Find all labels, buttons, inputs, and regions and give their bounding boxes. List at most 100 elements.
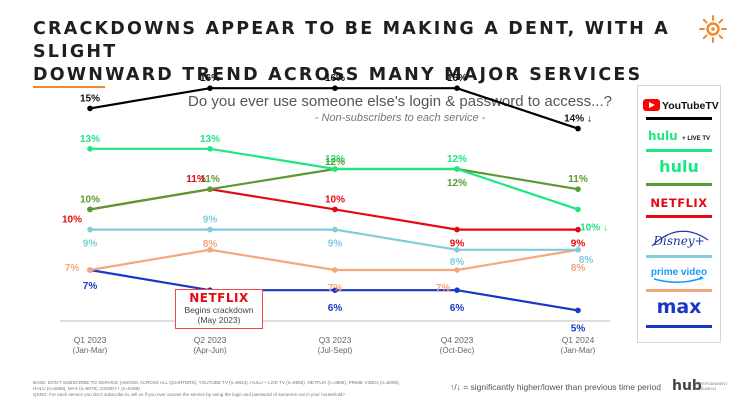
footnote: BASE: DON'T SUBSCRIBE TO SERVICE (AMONG … xyxy=(33,380,453,398)
headline-line-1: CRACKDOWNS APPEAR TO BE MAKING A DENT, W… xyxy=(33,19,670,62)
annotation-line-1: Begins crackdown xyxy=(184,305,254,315)
data-label-max: 5% xyxy=(571,323,586,334)
data-label-netflix: 9% xyxy=(571,239,586,250)
footnote-line-3: QSNG: For each service you don't subscri… xyxy=(33,392,345,397)
data-label-hulu: 10% xyxy=(80,194,100,205)
data-point-hulu_live xyxy=(87,146,93,152)
hub-logo-subtitle: ENTERTAINMENT RESEARCH xyxy=(694,381,728,391)
data-point-youtubetv xyxy=(575,125,581,132)
data-label-max: 7% xyxy=(83,281,98,292)
data-label-prime: 7% xyxy=(65,263,80,274)
x-tick-sublabel: (Jul-Sept) xyxy=(318,346,353,355)
data-label-disney: 8% xyxy=(450,257,465,268)
data-label-youtubetv: 14% ↓ xyxy=(564,114,592,125)
netflix-annotation-logo: NETFLIX xyxy=(189,291,249,305)
youtube-play-icon: YouTubeTV xyxy=(643,99,719,112)
data-point-disney xyxy=(575,247,581,253)
data-label-disney: 9% xyxy=(83,239,98,250)
data-point-max xyxy=(332,287,338,294)
x-tick-label: Q4 2023 xyxy=(441,335,474,345)
data-label-hulu: 11% xyxy=(200,174,220,185)
data-label-hulu: 11% xyxy=(568,174,588,185)
data-point-youtubetv xyxy=(454,85,460,91)
legend-netflix-label: NETFLIX xyxy=(650,196,708,210)
data-label-disney: 8% xyxy=(579,255,594,266)
hub-sub-line-1: ENTERTAINMENT xyxy=(694,381,728,386)
data-label-hulu_live: 13% xyxy=(80,134,100,145)
data-label-disney: 9% xyxy=(328,239,343,250)
hub-sub-line-2: RESEARCH xyxy=(694,386,717,391)
data-point-hulu_live xyxy=(454,166,460,172)
legend-disney-label: Disney+ xyxy=(652,234,704,248)
data-label-youtubetv: 16% xyxy=(200,73,220,84)
annotation-line-2: (May 2023) xyxy=(197,315,241,325)
legend-max-label: max xyxy=(656,296,702,318)
data-point-prime xyxy=(207,247,213,253)
data-label-netflix: 10% xyxy=(325,194,345,205)
data-label-hulu: 12% xyxy=(447,178,467,189)
data-label-prime: 8% xyxy=(203,239,218,250)
series-line-prime xyxy=(89,248,579,272)
footnote-line-2: HULU (n=5868), MAX (n=5978), DISNEY+ (n=… xyxy=(33,386,140,391)
legend-line-disney xyxy=(646,255,712,258)
hub-logo: hub xyxy=(672,378,702,394)
data-point-prime xyxy=(454,267,460,273)
data-point-hulu_live xyxy=(575,206,581,213)
data-label-disney: 9% xyxy=(203,215,218,226)
data-label-youtubetv: 16% xyxy=(325,73,345,84)
legend-hulu-live: hulu + LIVE TV xyxy=(638,127,720,145)
chart-subtitle: - Non-subscribers to each service - xyxy=(314,112,486,124)
legend-disney: Disney+ xyxy=(638,222,720,257)
legend-hulu-label: hulu xyxy=(659,157,699,176)
x-tick-sublabel: (Jan-Mar) xyxy=(73,346,108,355)
data-point-hulu_live xyxy=(207,146,213,152)
x-tick-sublabel: (Oct-Dec) xyxy=(440,346,475,355)
data-label-max: 6% xyxy=(328,303,343,314)
data-label-hulu_live: 13% xyxy=(200,134,220,145)
data-label-hulu_live: 12% xyxy=(447,154,467,165)
x-tick-sublabel: (Jan-Mar) xyxy=(561,346,596,355)
x-tick-label: Q2 2023 xyxy=(194,335,227,345)
legend-hulu: hulu xyxy=(638,157,720,177)
legend-youtubetv: YouTubeTV xyxy=(638,94,720,121)
chart-title: Do you ever use someone else's login & p… xyxy=(188,93,612,110)
data-label-netflix: 11% xyxy=(186,174,206,185)
legend-prime-label: prime video xyxy=(651,267,707,278)
legend-line-youtubetv xyxy=(646,117,712,120)
data-point-hulu xyxy=(575,186,581,192)
legend-youtubetv-label: YouTubeTV xyxy=(662,100,719,112)
data-point-hulu_live xyxy=(332,166,338,172)
data-point-hulu xyxy=(87,206,93,213)
data-point-disney xyxy=(207,226,213,233)
headline: CRACKDOWNS APPEAR TO BE MAKING A DENT, W… xyxy=(33,18,673,88)
data-point-prime xyxy=(87,267,93,273)
data-label-hulu: 12% xyxy=(325,157,345,168)
legend-line-hulu-live xyxy=(646,149,712,152)
data-label-hulu_live: 12% xyxy=(325,154,345,165)
data-point-disney xyxy=(87,226,93,233)
x-tick-label: Q1 2024 xyxy=(562,335,595,345)
legend-netflix: NETFLIX xyxy=(638,194,720,212)
x-tick-label: Q3 2023 xyxy=(319,335,352,345)
data-point-youtubetv xyxy=(87,105,93,112)
headline-line-2: DOWNWARD TREND ACROSS MANY MAJOR SERVICE… xyxy=(33,64,673,88)
legend-hulu-live-suffix: + LIVE TV xyxy=(682,136,711,142)
legend-hulu-live-label: hulu xyxy=(647,129,678,143)
data-point-disney xyxy=(332,226,338,233)
data-label-max: 6% xyxy=(450,303,465,314)
data-point-youtubetv xyxy=(207,85,213,91)
data-label-netflix: 9% xyxy=(450,239,465,250)
data-point-netflix xyxy=(454,226,460,233)
data-label-prime: 7% xyxy=(436,283,451,294)
data-label-prime: 7% xyxy=(328,283,343,294)
data-point-netflix xyxy=(332,206,338,213)
data-label-hulu_live: 10% ↓ xyxy=(580,222,608,233)
data-point-prime xyxy=(332,267,338,273)
legend-line-max xyxy=(646,325,712,328)
legend-line-netflix xyxy=(646,215,712,218)
data-point-max xyxy=(454,287,460,294)
legend-max: max xyxy=(638,296,720,318)
data-point-netflix xyxy=(575,226,581,233)
legend-line-hulu xyxy=(646,183,712,186)
